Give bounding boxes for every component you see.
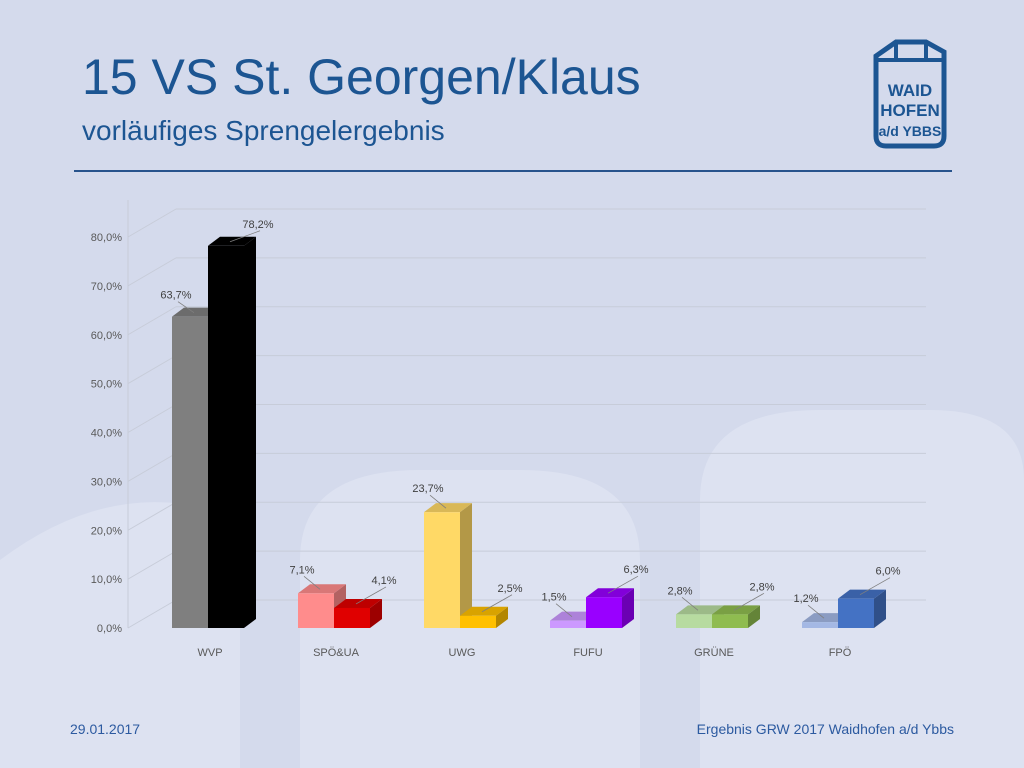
label-leader	[807, 604, 825, 619]
data-label: 78,2%	[242, 219, 273, 231]
bar-uwg-2	[460, 606, 508, 628]
waidhofen-logo: WAID HOFEN a/d YBBS	[873, 39, 947, 149]
logo-line-2: HOFEN	[880, 101, 940, 120]
bar-grne-2	[712, 605, 760, 628]
bar-fufu-2	[586, 588, 634, 628]
gridline-diagonal	[127, 306, 177, 336]
label-leader	[555, 603, 573, 617]
label-leader	[429, 494, 447, 509]
gridline-diagonal	[127, 452, 177, 482]
gridline-diagonal	[127, 208, 177, 238]
data-label: 1,2%	[793, 593, 818, 605]
data-labels: 63,7% 78,2% 7,1% 4,1% 23,7% 2,5% 1,5% 6,3% 2,8% 2…	[160, 219, 901, 619]
logo-line-3: a/d YBBS	[879, 123, 942, 139]
page-title: 15 VS St. Georgen/Klaus	[82, 49, 641, 105]
x-tick-label: FUFU	[573, 647, 602, 659]
gridline-diagonal	[127, 501, 177, 531]
label-leader	[229, 230, 261, 243]
data-label: 6,3%	[623, 564, 648, 576]
chart-bars	[172, 236, 886, 629]
data-label: 23,7%	[412, 483, 443, 495]
y-tick-label: 0,0%	[97, 623, 122, 635]
bar-spua-2	[334, 598, 382, 628]
footer-date: 29.01.2017	[70, 721, 141, 737]
label-leader	[355, 586, 387, 605]
data-label: 4,1%	[371, 575, 396, 587]
bar-uwg-1	[424, 503, 472, 628]
gridline-diagonal	[127, 355, 177, 385]
data-label: 2,8%	[749, 581, 774, 593]
y-tick-label: 40,0%	[91, 428, 122, 440]
y-axis: 0,0% 10,0% 20,0% 30,0% 40,0% 50,0% 60,0% 70,0% 8…	[91, 232, 122, 635]
data-label: 2,8%	[667, 585, 692, 597]
label-leader	[303, 575, 321, 590]
bar-wvp-2	[208, 236, 256, 629]
data-label: 63,7%	[160, 290, 191, 302]
x-tick-label: FPÖ	[829, 647, 852, 659]
data-label: 6,0%	[875, 566, 900, 578]
bar-fp-2	[838, 589, 886, 628]
y-tick-label: 10,0%	[91, 574, 122, 586]
label-leader	[859, 577, 891, 596]
label-leader	[607, 575, 639, 594]
page-subtitle: vorläufiges Sprengelergebnis	[82, 115, 445, 146]
title-divider	[74, 170, 952, 172]
footer-source: Ergebnis GRW 2017 Waidhofen a/d Ybbs	[696, 721, 954, 737]
x-tick-label: SPÖ&UA	[313, 647, 360, 659]
label-leader	[481, 594, 513, 613]
y-tick-label: 70,0%	[91, 281, 122, 293]
x-axis: WVP SPÖ&UA UWG FUFU GRÜNE FPÖ	[197, 647, 851, 659]
label-leader	[177, 301, 195, 313]
x-tick-label: UWG	[449, 647, 476, 659]
y-tick-label: 30,0%	[91, 476, 122, 488]
label-leader	[681, 597, 699, 611]
gridline-diagonal	[127, 404, 177, 433]
data-label: 7,1%	[289, 564, 314, 576]
y-tick-label: 80,0%	[91, 232, 122, 244]
gridline-diagonal	[127, 599, 177, 629]
x-tick-label: WVP	[197, 647, 222, 659]
logo-line-1: WAID	[888, 81, 932, 100]
x-tick-label: GRÜNE	[694, 647, 734, 659]
y-tick-label: 60,0%	[91, 330, 122, 342]
gridline-diagonal	[127, 550, 177, 580]
label-leader	[733, 592, 765, 611]
gridline-diagonal	[127, 257, 177, 287]
y-tick-label: 20,0%	[91, 525, 122, 537]
data-label: 1,5%	[541, 592, 566, 604]
data-label: 2,5%	[497, 583, 522, 595]
y-tick-label: 50,0%	[91, 379, 122, 391]
